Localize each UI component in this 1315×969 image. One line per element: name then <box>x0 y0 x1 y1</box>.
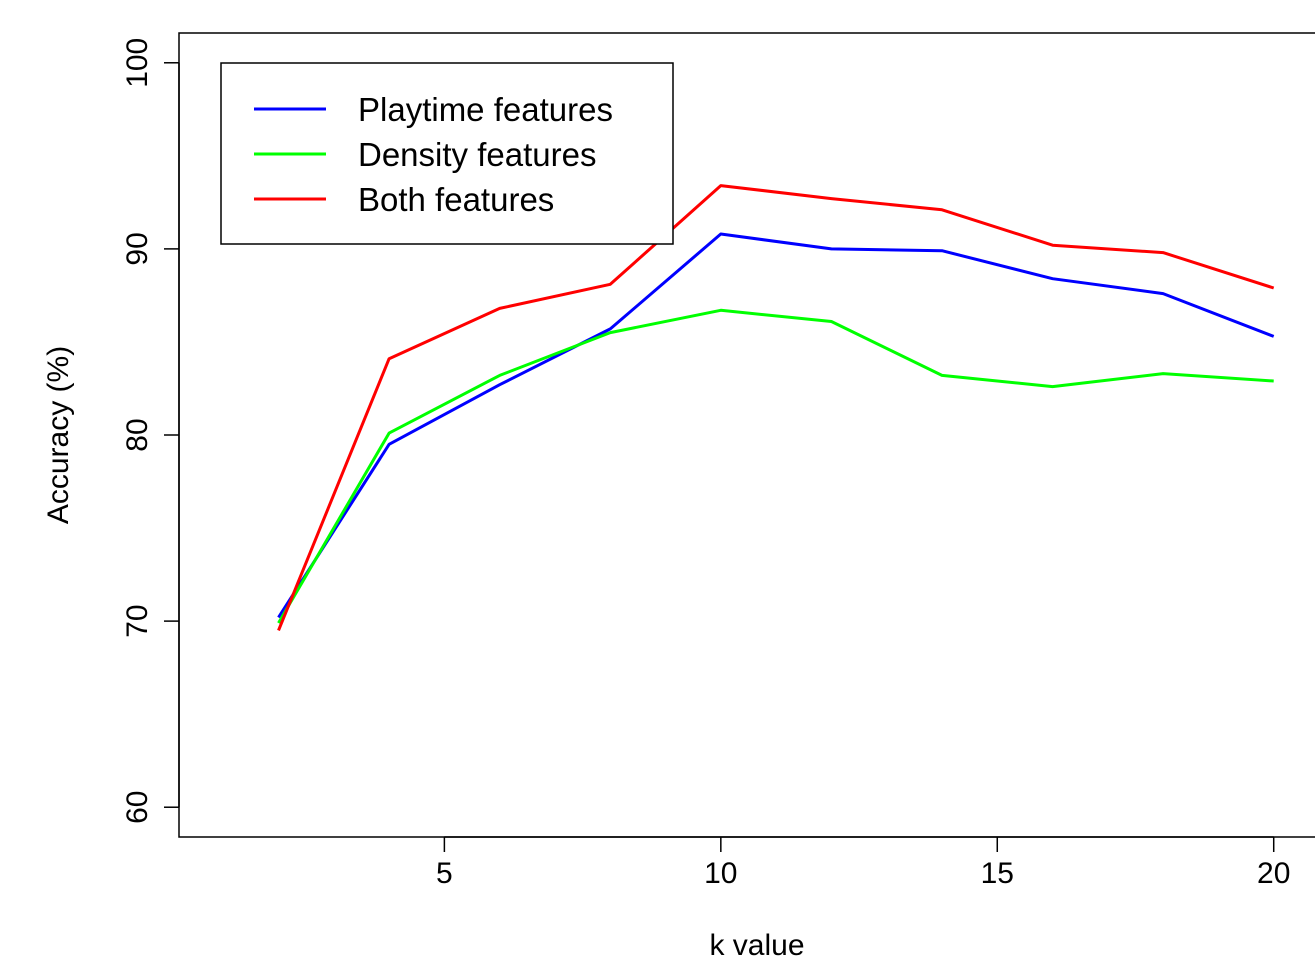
y-tick-label: 70 <box>121 604 154 637</box>
legend-label: Density features <box>358 136 596 173</box>
x-tick-label: 15 <box>981 857 1014 890</box>
legend-label: Playtime features <box>358 91 613 128</box>
y-tick-label: 90 <box>121 232 154 265</box>
x-axis-title: k value <box>709 929 804 962</box>
series-line <box>277 184 1275 631</box>
y-tick-label: 60 <box>121 791 154 824</box>
series-line <box>277 308 1274 624</box>
x-tick-label: 20 <box>1257 857 1290 890</box>
x-tick-label: 5 <box>436 857 453 890</box>
y-tick-label: 100 <box>121 38 154 88</box>
x-axis: 5 10 15 20 <box>436 836 1290 890</box>
legend: Playtime features Density features Both fe… <box>220 62 674 245</box>
y-axis-title: Accuracy (%) <box>42 346 75 524</box>
y-tick-label: 80 <box>121 418 154 451</box>
series-layer <box>277 184 1275 631</box>
y-axis: 60 70 80 90 100 <box>121 38 180 824</box>
legend-label: Both features <box>358 181 554 218</box>
x-tick-label: 10 <box>704 857 737 890</box>
series-line <box>277 232 1275 619</box>
